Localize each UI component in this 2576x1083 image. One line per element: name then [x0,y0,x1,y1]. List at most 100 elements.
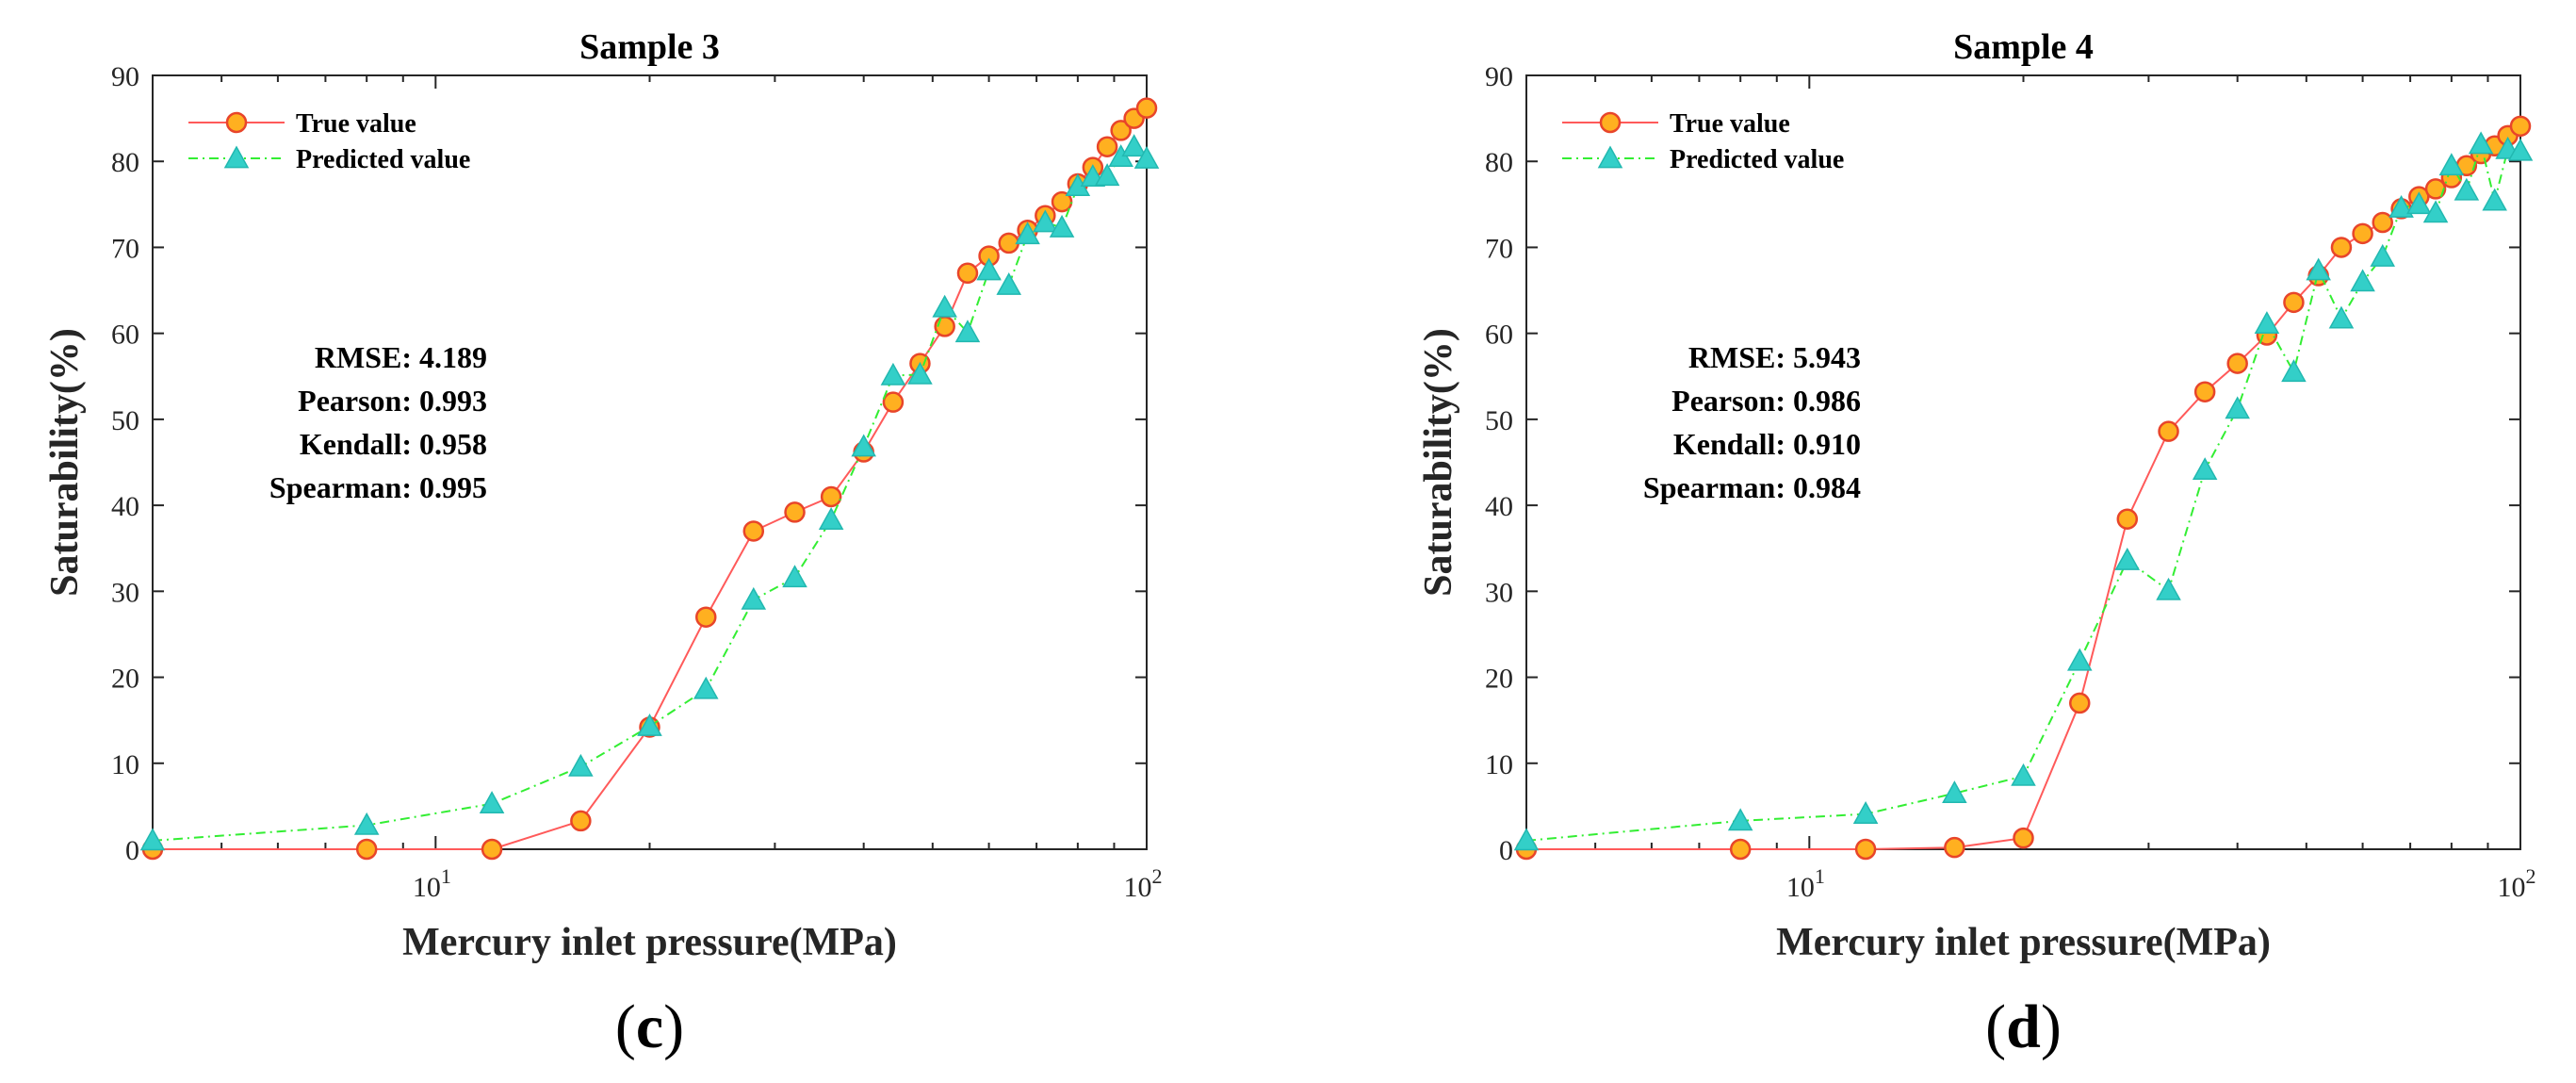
stat-value: 0.993 [419,384,487,418]
data-point [353,812,380,835]
y-axis-label: Saturability(%) [43,328,87,597]
stat-value: 0.984 [1793,470,1861,504]
data-point [1854,838,1877,861]
stat-label: Spearman: [1643,470,1785,504]
data-point [139,828,166,851]
series-true-value [1515,115,2532,861]
series-predicted-value [139,134,1160,851]
data-point [2069,692,2091,714]
stat-label: Kendall: [300,427,412,461]
data-point [355,838,378,861]
x-tick-label: 102 [2498,864,2536,903]
y-tick-label: 50 [1485,405,1513,436]
data-point [907,361,933,385]
data-point [2352,222,2373,245]
data-point [2509,115,2532,138]
plot-area-frame [1525,74,2521,850]
y-tick-label: 0 [1499,835,1513,866]
data-point [2193,381,2216,402]
legend-marker [1599,111,1622,134]
data-point [1135,97,1158,119]
data-point [1852,801,1879,824]
data-point [2438,153,2465,176]
data-point [2156,577,2181,600]
chart-panel-c: 0 10 20 30 40 50 60 70 80 90 101 102 Sample 3 Mercury… [43,27,1163,1061]
data-point [2281,359,2307,383]
x-tick-label: 101 [413,864,451,903]
y-tick-label: 10 [111,749,139,780]
data-point [637,714,662,736]
data-point [784,501,806,523]
y-tick-label: 10 [1485,749,1513,780]
legend: True value Predicted value [188,109,470,174]
y-tick-label: 30 [1485,577,1513,608]
legend: True value Predicted value [1562,109,1844,174]
data-point [1729,838,1752,861]
y-axis-label: Saturability(%) [1417,328,1460,597]
stat-spearman: Spearman: 0.995 [269,470,487,504]
stat-value: 0.958 [419,427,487,461]
data-point [2389,194,2414,218]
data-point [2114,547,2141,570]
stat-label: Pearson: [1671,384,1785,418]
legend-marker [1597,145,1623,169]
y-tick-label: 60 [1485,320,1513,351]
stat-kendall: Kendall: 0.958 [300,427,487,461]
data-point [1513,828,1540,851]
stat-value: 5.943 [1793,340,1861,374]
y-tick-label: 80 [1485,147,1513,178]
data-point [1133,145,1160,169]
data-point [695,606,717,628]
legend-label: True value [296,109,416,139]
legend-marker [225,111,248,134]
data-point [2283,291,2305,314]
stat-value: 0.910 [1793,427,1861,461]
data-point [1015,222,1040,245]
stat-rmse: RMSE: 5.943 [1688,340,1861,374]
data-point [481,838,503,861]
data-point [2013,827,2034,849]
data-point [932,294,957,318]
data-point [2370,243,2396,267]
data-point [1096,136,1118,157]
y-tick-label: 70 [111,233,139,264]
data-point [782,565,807,588]
panel-label: (d) [1985,993,2062,1061]
data-point [742,520,765,542]
y-tick-label: 90 [111,61,139,92]
data-point [1727,808,1753,831]
data-point [851,434,876,457]
data-point [2406,191,2432,215]
y-tick-label: 30 [111,577,139,608]
data-point [820,485,842,508]
data-point [2066,648,2093,671]
y-tick-label: 40 [1485,491,1513,522]
data-point [954,320,981,343]
data-point [2372,211,2393,234]
stat-label: Kendall: [1673,427,1785,461]
data-point [2468,131,2494,155]
y-tick-label: 50 [111,405,139,436]
panel-label: (c) [615,993,684,1061]
y-tick-label: 20 [111,664,139,695]
data-point [1121,134,1147,157]
stat-pearson: Pearson: 0.986 [1671,384,1861,418]
y-tick-label: 0 [125,835,139,866]
data-point [1033,209,1058,233]
data-point [1049,214,1075,238]
stat-value: 0.986 [1793,384,1861,418]
stat-label: RMSE: [315,340,412,374]
stat-pearson: Pearson: 0.993 [298,384,487,418]
data-point [818,507,844,530]
y-tick-label: 70 [1485,233,1513,264]
stat-value: 4.189 [419,340,487,374]
y-tick-label: 20 [1485,664,1513,695]
data-point [2507,138,2534,161]
data-point [880,362,906,386]
data-point [570,810,592,832]
stat-rmse: RMSE: 4.189 [315,340,487,374]
data-point [2422,200,2449,223]
y-tick-label: 80 [111,147,139,178]
legend-label: Predicted value [296,145,470,174]
